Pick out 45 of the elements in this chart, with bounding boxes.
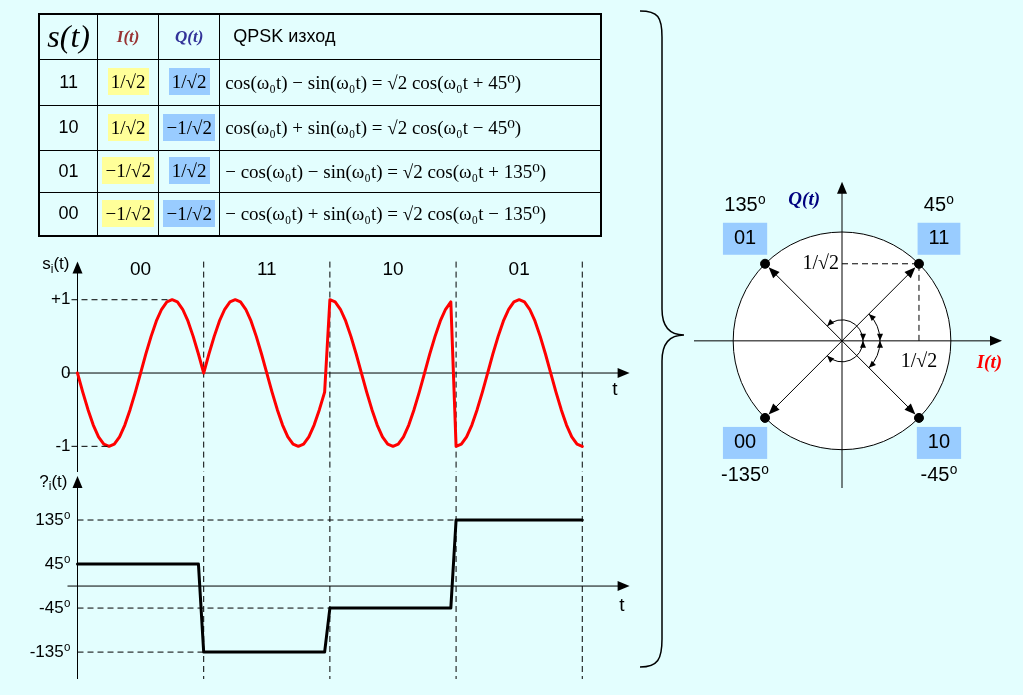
x-tick-label: 00 — [130, 257, 152, 279]
text: I(t) — [975, 350, 1002, 373]
category-label: s(t) — [47, 18, 90, 55]
text: −1/√2 — [166, 116, 212, 138]
y-tick-label: +1 — [51, 289, 71, 309]
data-label: 45⁰ — [923, 193, 955, 216]
category-label: I(t) — [116, 26, 140, 46]
category-label: Q(t) — [175, 26, 204, 46]
text: −1/√2 — [105, 202, 151, 224]
x-axis-title: t — [619, 594, 626, 616]
text: 1/√2 — [900, 349, 938, 372]
y-tick-label: -45⁰ — [39, 597, 71, 617]
data-label: -45⁰ — [920, 463, 958, 486]
text: 1/√2 — [110, 71, 146, 92]
text: 1/√2 — [171, 71, 207, 92]
data-label: 135⁰ — [724, 193, 766, 216]
y-tick-label: 135⁰ — [35, 509, 71, 529]
x-tick-label: 01 — [508, 257, 530, 279]
x-tick-label: 10 — [382, 257, 404, 279]
category-label: QPSK изход — [233, 26, 336, 47]
text: Q(t) — [788, 187, 821, 210]
text: −1/√2 — [166, 202, 212, 224]
data-label: -135⁰ — [721, 463, 770, 486]
category-label: 11 — [928, 226, 950, 249]
y-tick-label: -135⁰ — [29, 641, 71, 661]
text: 11 — [59, 71, 78, 92]
y-tick-label: -1 — [55, 436, 71, 456]
x-axis-title: t — [612, 378, 619, 400]
y-tick-label: 0 — [61, 362, 71, 382]
text: − cos(ω₀t) − sin(ω₀t) = √2 cos(ω₀t + 135⁰) — [225, 160, 547, 182]
category-label: 01 — [733, 226, 757, 249]
text: − cos(ω₀t) + sin(ω₀t) = √2 cos(ω₀t − 135⁰) — [225, 203, 547, 225]
category-label: 00 — [733, 430, 757, 453]
text: cos(ω₀t) − sin(ω₀t) = √2 cos(ω₀t + 45⁰) — [225, 71, 522, 93]
text: 1/√2 — [171, 160, 207, 181]
x-tick-label: 11 — [256, 257, 277, 279]
text: cos(ω₀t) + sin(ω₀t) = √2 cos(ω₀t − 45⁰) — [225, 117, 522, 138]
text: 00 — [58, 203, 79, 224]
text: 1/√2 — [802, 251, 840, 274]
text: −1/√2 — [105, 160, 151, 181]
y-tick-label: 45⁰ — [44, 553, 71, 573]
text: 10 — [58, 117, 79, 137]
text: 01 — [58, 160, 79, 181]
category-label: 10 — [927, 430, 951, 453]
text: 1/√2 — [110, 116, 146, 138]
